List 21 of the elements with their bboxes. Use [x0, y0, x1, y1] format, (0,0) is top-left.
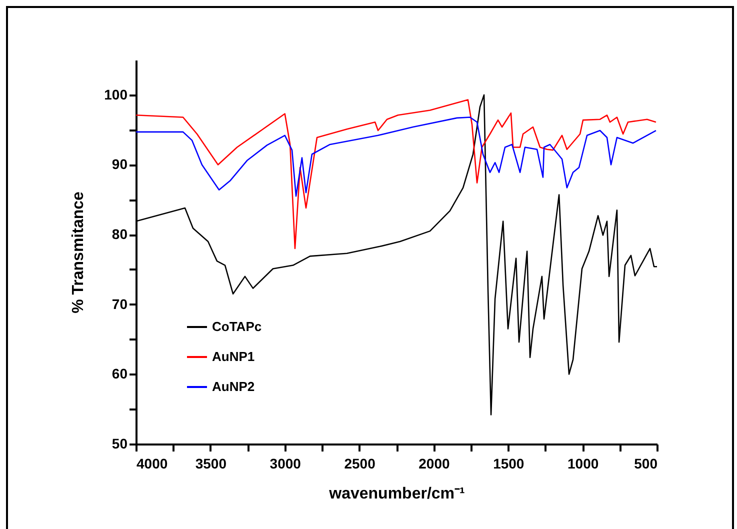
y-tick-label: 70 [112, 296, 128, 312]
line-series [135, 116, 657, 197]
legend-label: CoTAPc [212, 319, 262, 334]
x-axis-title: wavenumber/cm⁻¹ [328, 486, 465, 502]
x-tick-label: 3000 [270, 456, 302, 472]
x-tick-label: 2500 [344, 456, 376, 472]
y-axis-title: % Transmitance [70, 191, 88, 314]
x-tick-label: 1000 [567, 456, 599, 472]
x-tick-label: 3500 [195, 456, 227, 472]
y-tick-label: 100 [104, 86, 128, 102]
legend-label: AuNP1 [212, 349, 255, 364]
x-tick-label: 4000 [136, 456, 168, 472]
y-tick-label: 60 [112, 366, 128, 382]
y-tick-label: 90 [112, 156, 128, 172]
x-tick-label: 500 [634, 456, 658, 472]
y-tick-label: 80 [112, 226, 128, 242]
x-tick-label: 1500 [493, 456, 524, 472]
y-tick-label: 50 [112, 436, 128, 452]
x-tick-label: 2000 [418, 456, 450, 472]
line-series [135, 99, 657, 250]
legend-label: AuNP2 [212, 379, 255, 394]
